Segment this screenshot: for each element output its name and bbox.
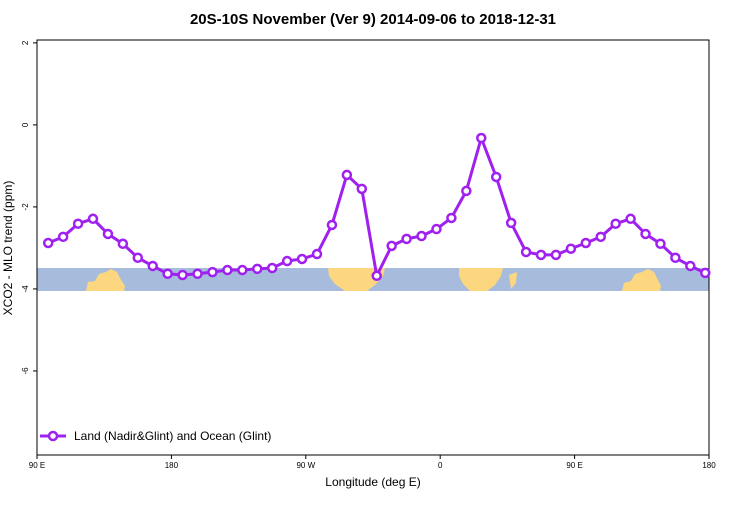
y-tick-label: 2 (21, 40, 30, 45)
legend-marker (47, 430, 59, 442)
land (86, 269, 125, 291)
data-point (117, 238, 129, 250)
land (622, 269, 661, 291)
data-point (476, 132, 487, 144)
chart-title: 20S-10S November (Ver 9) 2014-09-06 to 2… (190, 11, 556, 28)
data-point (311, 248, 323, 260)
data-point (550, 249, 562, 261)
data-point (625, 213, 636, 225)
data-point (461, 185, 472, 197)
data-point (326, 219, 338, 231)
data-point (222, 264, 233, 276)
data-point (700, 267, 711, 279)
land (328, 268, 385, 291)
y-tick-label: -2 (21, 203, 30, 211)
data-point (356, 183, 368, 195)
data-point (371, 270, 382, 282)
data-point (281, 255, 293, 267)
data-point (192, 268, 203, 279)
data-point (102, 228, 114, 240)
x-tick-label: 0 (438, 461, 443, 470)
data-point (595, 231, 606, 243)
data-point (177, 269, 188, 281)
land (509, 272, 517, 289)
x-axis-label: Longitude (deg E) (325, 475, 420, 489)
data-point (57, 231, 69, 243)
legend: Land (Nadir&Glint) and Ocean (Glint) (40, 429, 271, 443)
data-point (207, 266, 218, 278)
x-tick-label: 90 E (29, 461, 45, 470)
data-point (237, 264, 248, 276)
data-point (640, 228, 651, 240)
x-tick-label: 90 E (566, 461, 582, 470)
data-point (431, 223, 442, 235)
data-point (490, 171, 502, 183)
data-point (685, 260, 696, 272)
x-tick-label: 90 W (296, 461, 315, 470)
x-tick-label: 180 (165, 461, 179, 470)
x-tick-label: 180 (702, 461, 716, 470)
data-point (341, 169, 353, 181)
y-tick-label: -6 (21, 367, 30, 375)
data-point (520, 246, 532, 258)
data-point (655, 238, 666, 250)
data-point (266, 262, 278, 274)
data-point (42, 237, 54, 249)
data-point (296, 253, 308, 265)
data-point (535, 249, 547, 261)
data-point (252, 263, 263, 275)
data-point (505, 217, 517, 229)
data-point (565, 243, 577, 254)
y-tick-label: -4 (21, 285, 30, 293)
map-band (37, 268, 709, 291)
data-point (580, 237, 592, 249)
data-point (87, 213, 99, 225)
data-point (132, 252, 144, 264)
data-point (72, 218, 84, 229)
plot-frame (36, 39, 710, 456)
data-point (162, 268, 173, 279)
land (459, 268, 503, 291)
y-axis-label: XCO2 - MLO trend (ppm) (1, 181, 15, 316)
data-point (670, 252, 681, 264)
data-point (446, 212, 457, 224)
data-point (610, 218, 621, 229)
y-tick-label: 0 (21, 122, 30, 127)
legend-label: Land (Nadir&Glint) and Ocean (Glint) (74, 429, 271, 443)
data-point (416, 230, 427, 242)
data-point (401, 233, 412, 245)
data-point (386, 240, 397, 252)
data-point (147, 260, 158, 272)
